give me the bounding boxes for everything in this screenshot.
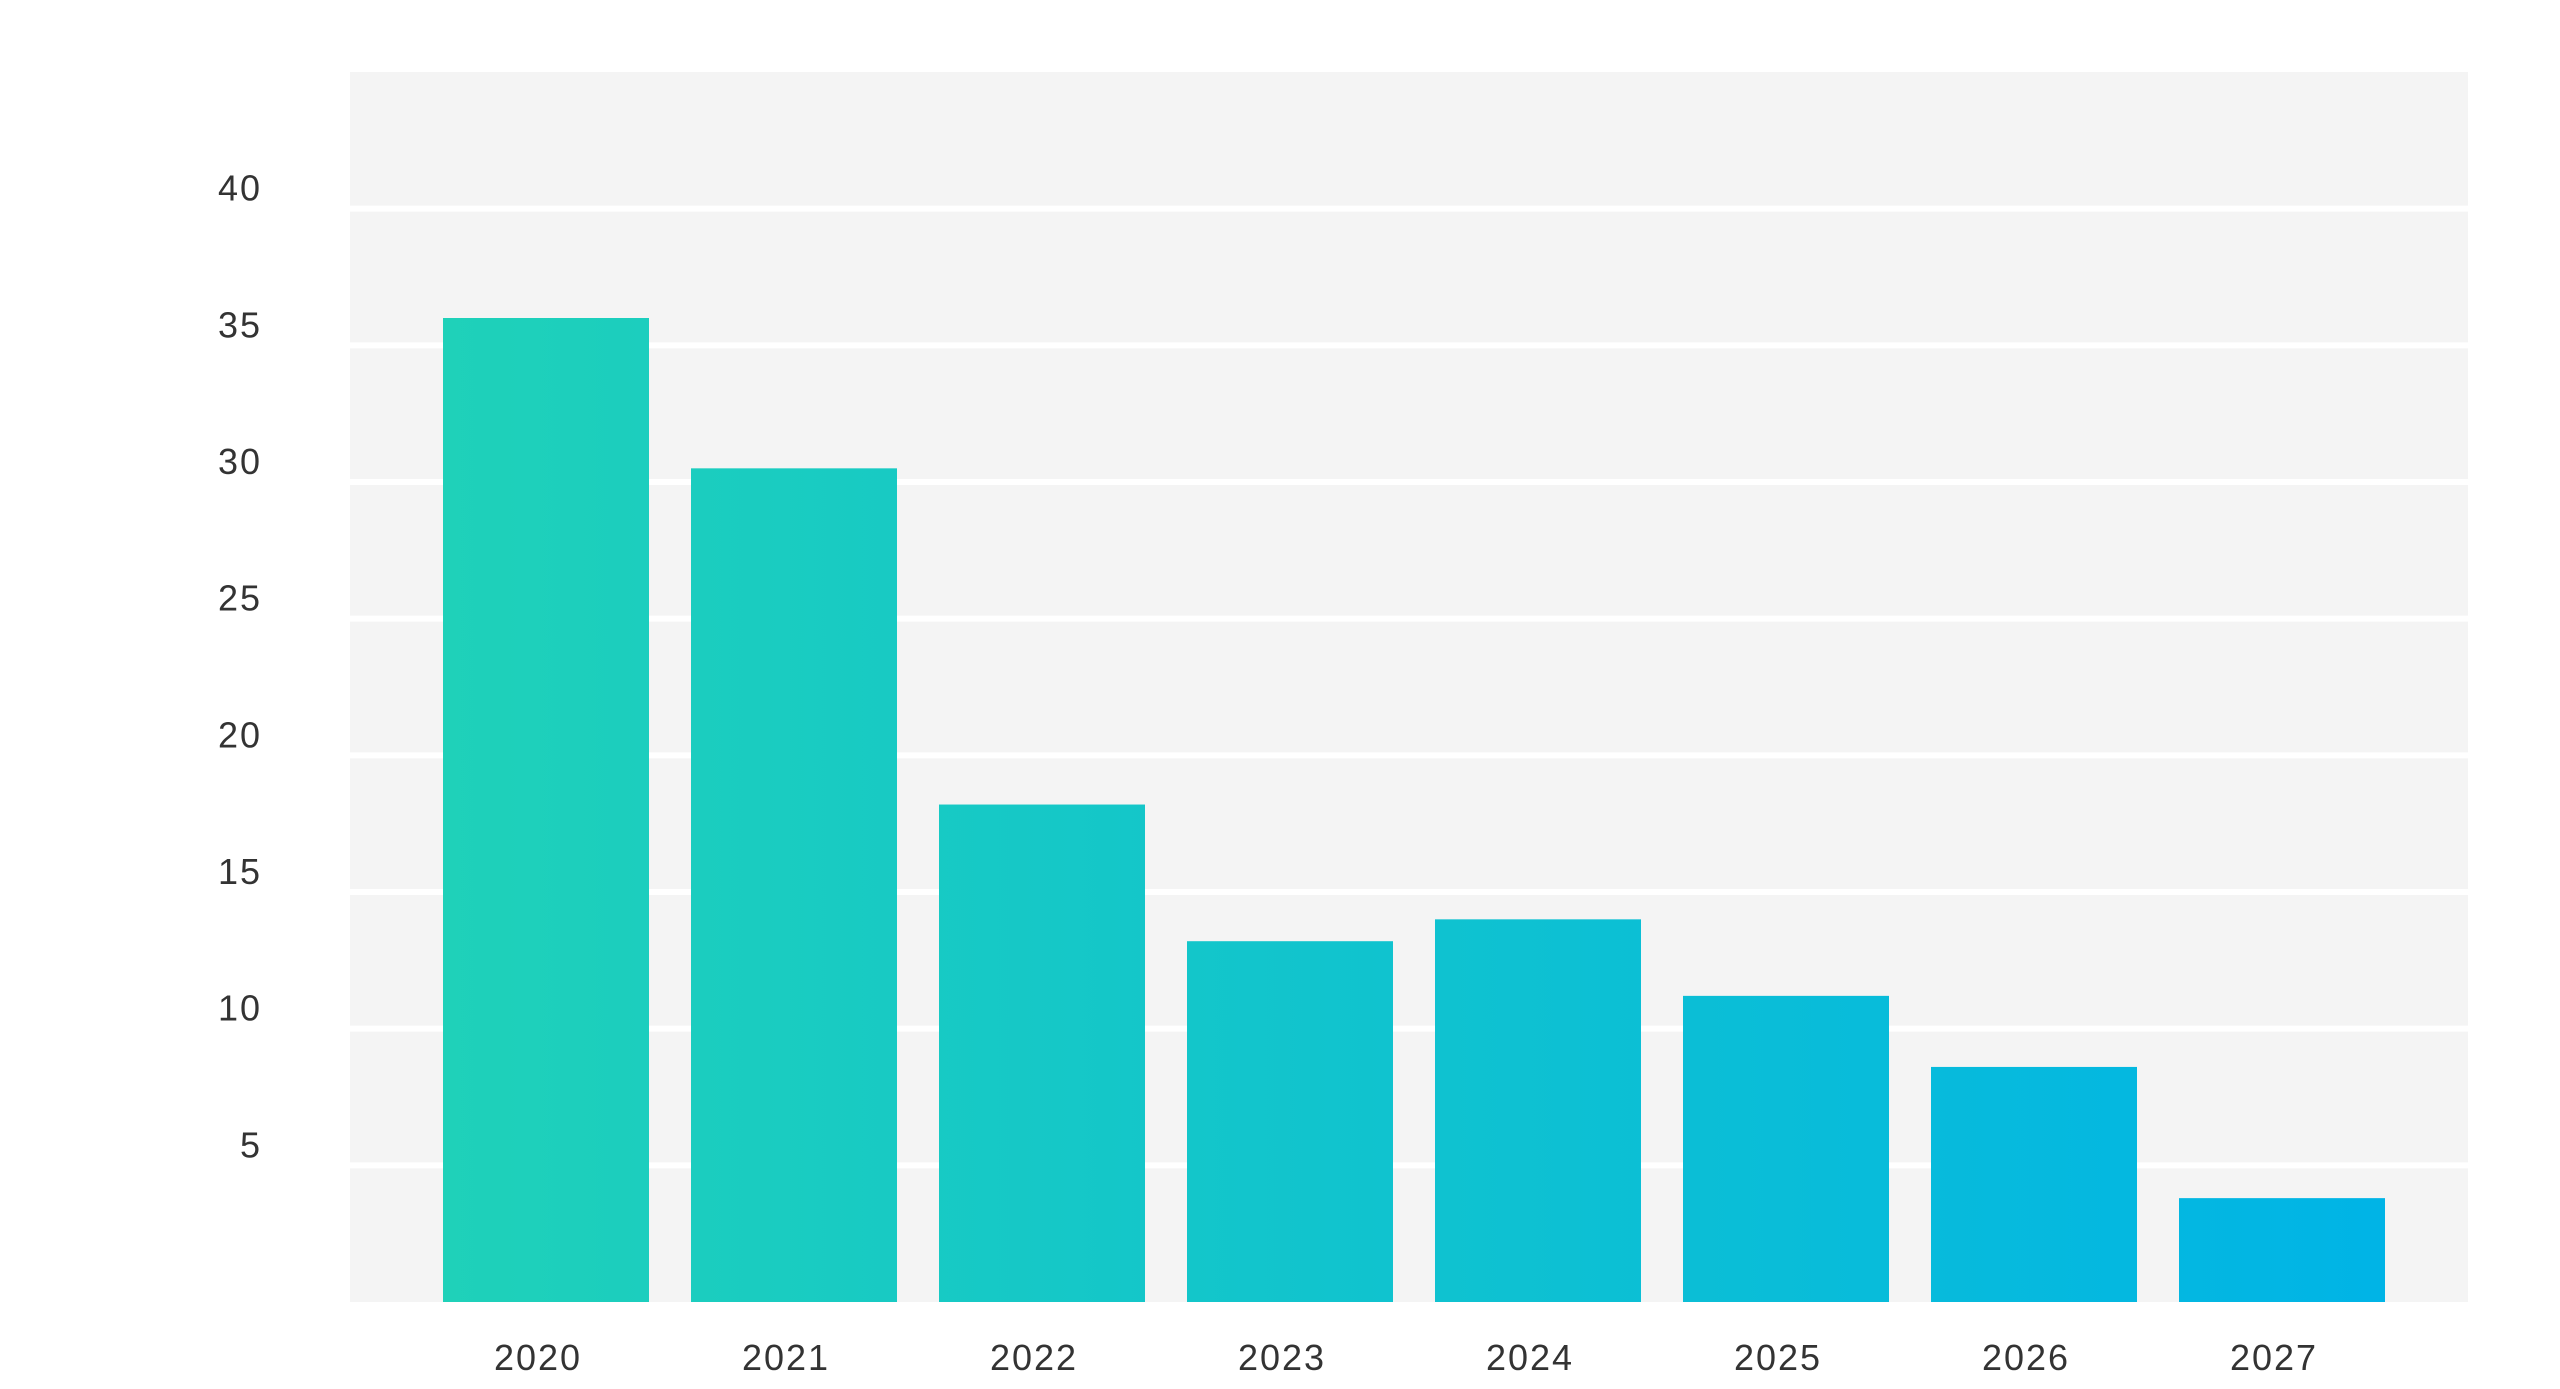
x-tick-label: 2026 <box>1982 1337 2070 1378</box>
bar-2024 <box>1435 919 1641 1302</box>
x-tick-label: 2021 <box>742 1337 830 1378</box>
plot-area <box>350 72 2468 1302</box>
bar-2026 <box>1931 1066 2137 1302</box>
y-tick-label: 10 <box>218 988 262 1029</box>
bars <box>443 318 2385 1302</box>
y-tick-label: 15 <box>218 851 262 892</box>
bar-2027 <box>2179 1198 2385 1302</box>
x-tick-label: 2022 <box>990 1337 1078 1378</box>
y-tick-label: 20 <box>218 714 262 755</box>
y-tick-label: 25 <box>218 578 262 619</box>
x-tick-label: 2027 <box>2230 1337 2318 1378</box>
x-tick-label: 2020 <box>494 1337 582 1378</box>
bar-2022 <box>939 804 1145 1302</box>
y-tick-label: 30 <box>218 441 262 482</box>
y-axis-ticks: 5 10 15 20 25 30 35 40 <box>218 168 262 1166</box>
bar-2020 <box>443 318 649 1302</box>
x-tick-label: 2025 <box>1734 1337 1822 1378</box>
x-tick-label: 2023 <box>1238 1337 1326 1378</box>
y-tick-label: 35 <box>218 304 262 345</box>
x-axis-ticks: 2020 2021 2022 2023 2024 2025 2026 2027 <box>494 1337 2318 1378</box>
bar-2023 <box>1187 941 1393 1302</box>
x-tick-label: 2024 <box>1486 1337 1574 1378</box>
y-tick-label: 40 <box>218 168 262 209</box>
bar-2025 <box>1683 995 1889 1302</box>
y-tick-label: 5 <box>240 1124 262 1165</box>
bar-2021 <box>691 468 897 1302</box>
